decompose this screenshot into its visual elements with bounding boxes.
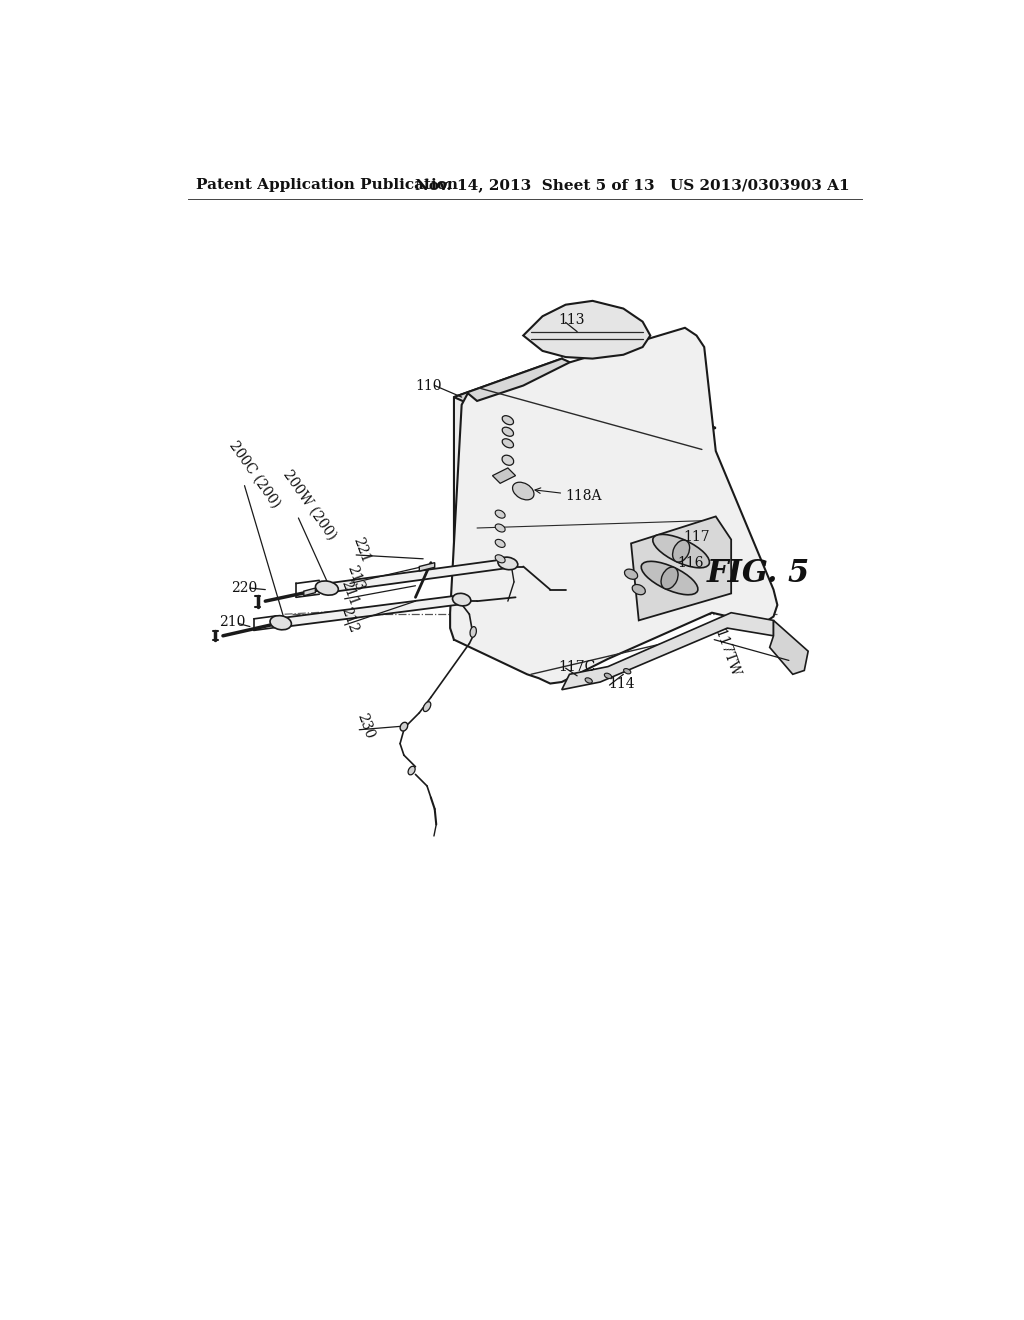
Polygon shape: [419, 562, 435, 572]
Text: 118A: 118A: [565, 488, 602, 503]
Ellipse shape: [641, 561, 698, 595]
Polygon shape: [523, 301, 650, 359]
Text: 113: 113: [558, 313, 585, 327]
Ellipse shape: [400, 722, 408, 731]
Ellipse shape: [496, 524, 505, 532]
Ellipse shape: [453, 593, 471, 606]
Text: 117C: 117C: [558, 660, 595, 673]
Polygon shape: [454, 359, 716, 466]
Polygon shape: [493, 469, 515, 483]
Ellipse shape: [502, 428, 513, 437]
Text: FIG. 5: FIG. 5: [707, 558, 810, 589]
Text: US 2013/0303903 A1: US 2013/0303903 A1: [670, 178, 849, 193]
Polygon shape: [631, 516, 731, 620]
Text: 210: 210: [219, 615, 246, 628]
Ellipse shape: [502, 455, 514, 465]
Text: 200W (200): 200W (200): [281, 467, 339, 543]
Ellipse shape: [498, 557, 518, 570]
Text: 114: 114: [608, 677, 635, 690]
Ellipse shape: [625, 569, 638, 579]
Text: 117TW: 117TW: [712, 627, 742, 678]
Text: 220: 220: [230, 581, 257, 595]
Polygon shape: [562, 612, 773, 689]
Ellipse shape: [673, 540, 689, 562]
Polygon shape: [454, 359, 562, 640]
Ellipse shape: [624, 668, 631, 675]
Ellipse shape: [632, 585, 645, 595]
Ellipse shape: [652, 535, 710, 568]
Ellipse shape: [662, 568, 678, 589]
Ellipse shape: [409, 767, 415, 775]
Text: 213: 213: [345, 564, 367, 593]
Polygon shape: [770, 620, 808, 675]
Ellipse shape: [502, 438, 513, 447]
Ellipse shape: [604, 673, 611, 678]
Ellipse shape: [496, 510, 505, 519]
Ellipse shape: [270, 615, 292, 630]
Polygon shape: [304, 589, 315, 595]
Polygon shape: [327, 558, 508, 593]
Text: 212: 212: [339, 606, 360, 635]
Text: 116: 116: [677, 556, 703, 570]
Text: 211: 211: [339, 578, 360, 609]
Text: 221: 221: [350, 535, 372, 565]
Ellipse shape: [470, 627, 476, 638]
Ellipse shape: [585, 677, 592, 684]
Polygon shape: [451, 327, 777, 684]
Text: Patent Application Publication: Patent Application Publication: [196, 178, 458, 193]
Text: 200C (200): 200C (200): [226, 438, 284, 510]
Ellipse shape: [423, 702, 431, 711]
Ellipse shape: [315, 581, 338, 595]
Text: 110: 110: [416, 379, 442, 392]
Polygon shape: [281, 595, 462, 627]
Text: 230: 230: [354, 711, 376, 741]
Text: Nov. 14, 2013  Sheet 5 of 13: Nov. 14, 2013 Sheet 5 of 13: [416, 178, 655, 193]
Text: 117: 117: [683, 531, 710, 544]
Ellipse shape: [502, 416, 513, 425]
Ellipse shape: [513, 482, 534, 500]
Ellipse shape: [496, 554, 505, 562]
Ellipse shape: [496, 540, 505, 548]
